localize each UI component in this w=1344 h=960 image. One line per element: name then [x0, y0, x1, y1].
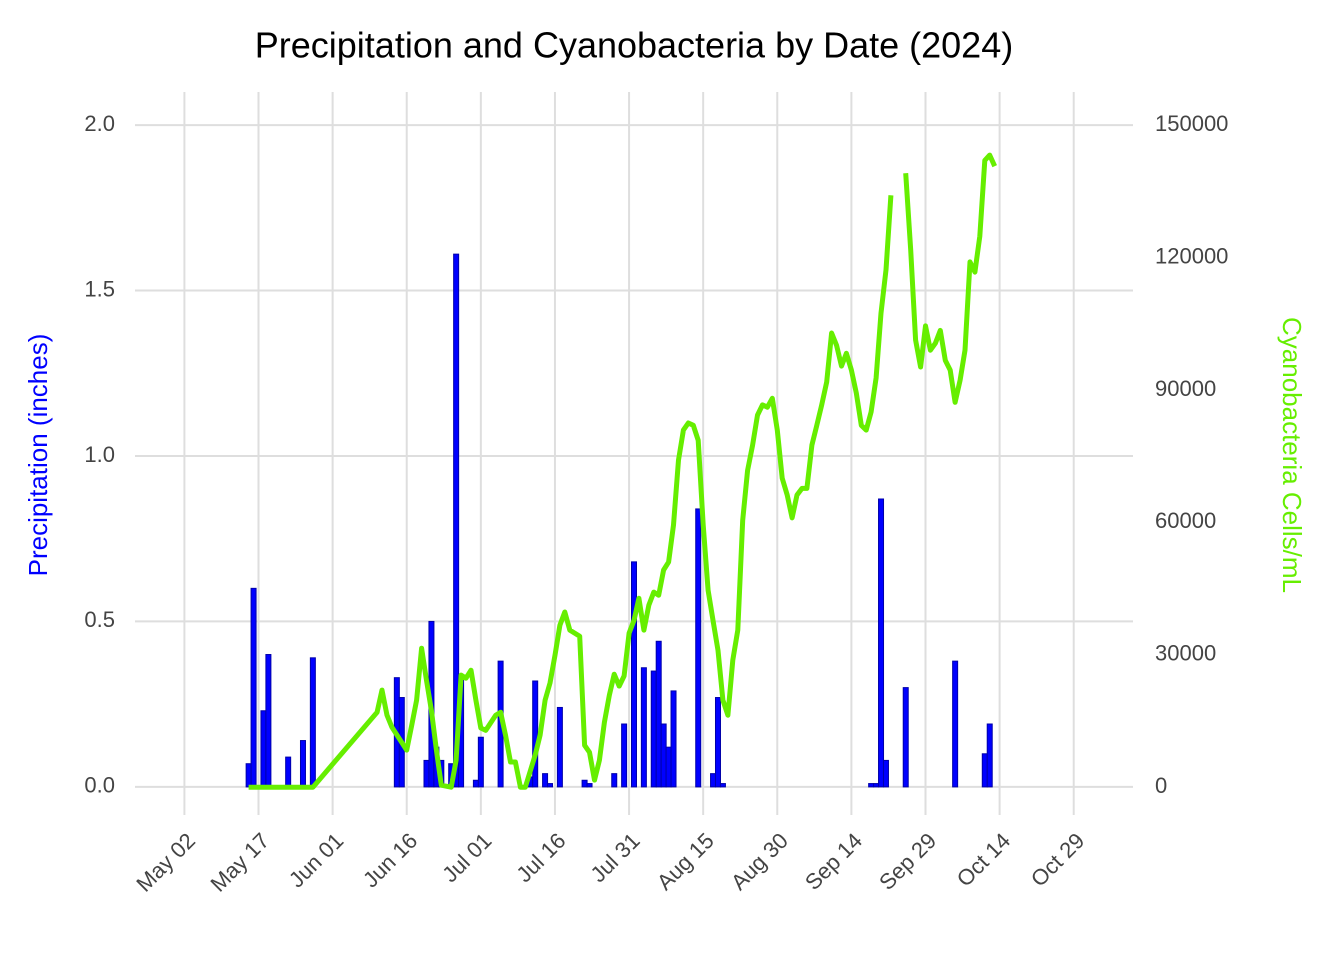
bar	[868, 783, 875, 788]
bar	[695, 508, 702, 788]
y2-tick-label: 0	[1155, 773, 1167, 798]
bar	[902, 687, 909, 788]
x-tick-label: Jul 01	[437, 828, 496, 887]
x-tick-label: Jun 16	[358, 828, 422, 892]
bar	[586, 783, 593, 788]
bar	[472, 779, 479, 788]
bar	[581, 779, 588, 788]
bar	[621, 723, 628, 788]
bar	[309, 657, 316, 788]
bar	[640, 667, 647, 788]
y-tick-label: 2.0	[84, 111, 115, 136]
x-tick-label: Jul 31	[586, 828, 645, 887]
y-tick-label: 1.0	[84, 442, 115, 467]
line	[903, 152, 997, 405]
bar	[660, 723, 667, 788]
bar	[710, 773, 717, 788]
y-tick-label: 1.5	[84, 276, 115, 301]
bar	[882, 759, 889, 788]
y2-tick-label: 60000	[1155, 508, 1216, 533]
bar	[547, 783, 554, 788]
bar	[952, 660, 959, 788]
y2-tick-label: 90000	[1155, 376, 1216, 401]
bar	[655, 640, 662, 788]
y-tick-label: 0.0	[84, 773, 115, 798]
x-tick-label: Aug 15	[652, 828, 719, 895]
bar	[650, 670, 657, 788]
x-tick-label: Sep 14	[800, 828, 867, 895]
bar	[250, 587, 257, 788]
bar	[453, 253, 460, 788]
y2-axis-label: Cyanobacteria Cells/mL	[1277, 317, 1307, 593]
bar	[265, 654, 272, 788]
bar	[981, 753, 988, 788]
bar	[873, 783, 880, 788]
bar	[285, 756, 292, 788]
bar	[719, 783, 726, 788]
bar	[986, 723, 993, 788]
y2-tick-label: 150000	[1155, 111, 1228, 136]
y2-tick-label: 120000	[1155, 243, 1228, 268]
x-tick-label: May 17	[205, 828, 274, 897]
bar	[714, 697, 721, 788]
bar	[556, 706, 563, 788]
bar	[670, 690, 677, 788]
x-tick-label: Aug 30	[726, 828, 793, 895]
bar	[477, 736, 484, 788]
y-tick-label: 0.5	[84, 607, 115, 632]
x-tick-label: Jul 16	[511, 828, 570, 887]
bar	[665, 746, 672, 788]
line	[248, 195, 894, 790]
bar	[423, 759, 430, 788]
chart-title: Precipitation and Cyanobacteria by Date …	[255, 25, 1013, 66]
x-tick-label: Jun 01	[284, 828, 348, 892]
bar	[260, 710, 267, 788]
x-tick-label: Oct 14	[952, 828, 1016, 892]
y2-tick-label: 30000	[1155, 641, 1216, 666]
bar	[631, 561, 637, 788]
bar	[611, 773, 618, 788]
x-tick-label: May 02	[131, 828, 200, 897]
y-axis-label: Precipitation (inches)	[23, 334, 53, 577]
x-tick-label: Sep 29	[874, 828, 941, 895]
bar	[245, 763, 252, 788]
bar	[532, 680, 539, 788]
bar	[542, 773, 549, 788]
x-tick-label: Oct 29	[1026, 828, 1090, 892]
bar	[299, 740, 306, 788]
bar	[878, 498, 885, 788]
